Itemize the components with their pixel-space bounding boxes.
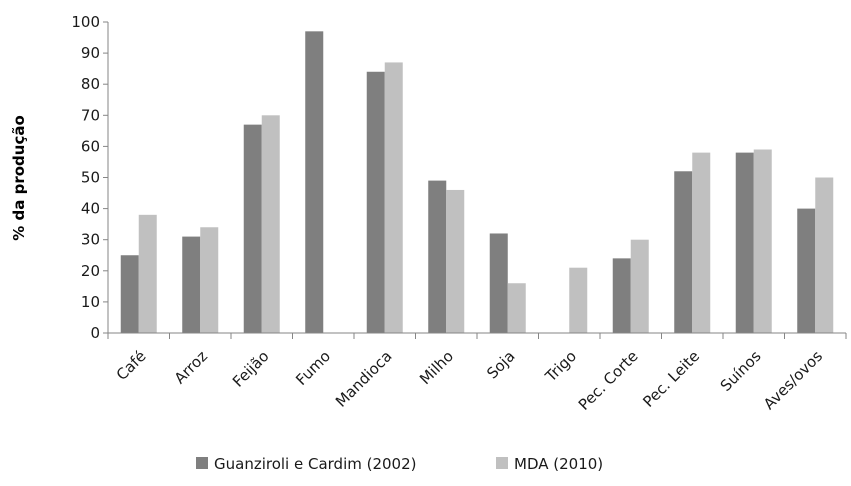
y-tick-label: 50 bbox=[81, 169, 100, 187]
x-tick-label: Aves/ovos bbox=[760, 347, 826, 413]
x-tick-label: Arroz bbox=[171, 347, 211, 387]
bar bbox=[612, 258, 631, 333]
x-tick-label: Pec. Leite bbox=[639, 347, 703, 411]
legend: Guanziroli e Cardim (2002) MDA (2010) bbox=[196, 455, 603, 473]
bar bbox=[261, 115, 280, 333]
bar bbox=[243, 124, 262, 333]
y-tick-label: 10 bbox=[81, 293, 100, 311]
bar bbox=[138, 214, 157, 333]
legend-swatch bbox=[196, 457, 208, 469]
x-tick-label: Pec. Corte bbox=[575, 347, 642, 414]
x-tick-label: Mandioca bbox=[332, 347, 396, 411]
bar bbox=[182, 236, 201, 333]
bar bbox=[797, 208, 816, 333]
x-tick-label: Suínos bbox=[717, 347, 765, 395]
legend-label: Guanziroli e Cardim (2002) bbox=[214, 455, 417, 473]
bars bbox=[120, 31, 834, 334]
y-axis-label: % da produção bbox=[10, 115, 28, 241]
bar bbox=[674, 171, 693, 333]
y-tick-label: 100 bbox=[71, 13, 100, 31]
bar bbox=[630, 239, 649, 333]
bar bbox=[692, 152, 711, 333]
y-axis: 0 10 20 30 40 50 60 70 80 90 100 bbox=[71, 13, 109, 342]
bar bbox=[753, 149, 772, 333]
bar bbox=[428, 180, 447, 333]
y-tick-label: 20 bbox=[81, 262, 100, 280]
x-tick-label: Soja bbox=[483, 347, 518, 382]
x-tick-label: Milho bbox=[416, 347, 457, 388]
y-tick-label: 60 bbox=[81, 137, 100, 155]
x-tick-label: Feijão bbox=[229, 347, 273, 391]
y-tick-label: 90 bbox=[81, 44, 100, 62]
x-tick-label: Trigo bbox=[541, 347, 580, 386]
bar bbox=[366, 71, 385, 333]
bar bbox=[200, 227, 219, 333]
bar bbox=[489, 233, 508, 333]
x-tick-label: Fumo bbox=[292, 347, 334, 389]
bar bbox=[305, 31, 324, 334]
bar bbox=[384, 62, 403, 334]
bar bbox=[507, 283, 526, 333]
y-tick-label: 40 bbox=[81, 200, 100, 218]
bar bbox=[569, 267, 588, 333]
x-tick-label: Café bbox=[113, 347, 150, 384]
y-tick-label: 80 bbox=[81, 75, 100, 93]
y-tick-label: 70 bbox=[81, 106, 100, 124]
legend-label: MDA (2010) bbox=[514, 455, 603, 473]
y-tick-label: 0 bbox=[90, 324, 100, 342]
bar bbox=[120, 255, 139, 333]
y-tick-label: 30 bbox=[81, 231, 100, 249]
bar bbox=[735, 152, 754, 333]
bar bbox=[446, 189, 465, 333]
bar bbox=[815, 177, 834, 333]
legend-swatch bbox=[496, 457, 508, 469]
